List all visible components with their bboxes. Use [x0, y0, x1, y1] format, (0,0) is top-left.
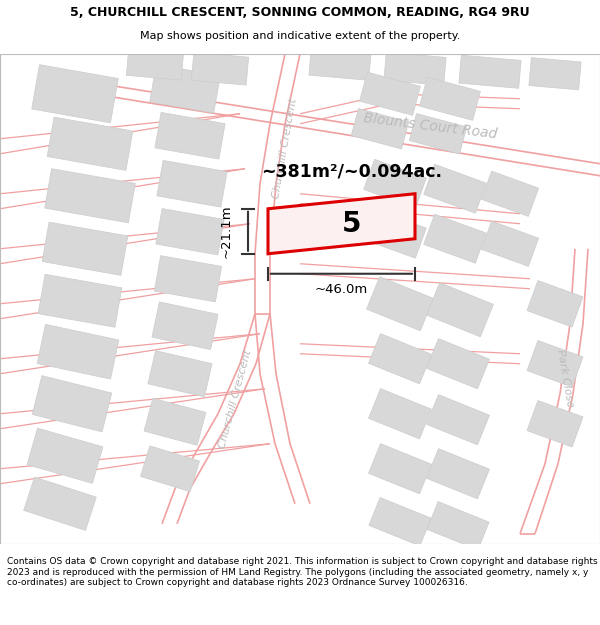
Polygon shape	[148, 351, 212, 397]
Polygon shape	[140, 446, 200, 492]
Polygon shape	[309, 48, 371, 80]
Polygon shape	[481, 221, 539, 266]
Polygon shape	[42, 222, 128, 276]
Polygon shape	[368, 444, 431, 494]
Polygon shape	[47, 117, 133, 171]
Polygon shape	[527, 281, 583, 327]
Polygon shape	[38, 274, 122, 328]
Text: Contains OS data © Crown copyright and database right 2021. This information is : Contains OS data © Crown copyright and d…	[7, 557, 598, 587]
Polygon shape	[424, 214, 487, 263]
Polygon shape	[427, 282, 493, 337]
Text: ~21.1m: ~21.1m	[220, 204, 233, 258]
Polygon shape	[364, 159, 427, 208]
Polygon shape	[23, 477, 97, 531]
Polygon shape	[529, 58, 581, 90]
Polygon shape	[149, 64, 220, 113]
Polygon shape	[268, 194, 415, 254]
Polygon shape	[419, 77, 481, 121]
Polygon shape	[156, 209, 224, 255]
Polygon shape	[351, 109, 409, 149]
Polygon shape	[152, 302, 218, 349]
Polygon shape	[368, 334, 431, 384]
Polygon shape	[424, 164, 487, 213]
Polygon shape	[427, 339, 490, 389]
Polygon shape	[409, 114, 467, 154]
Polygon shape	[459, 55, 521, 88]
Text: Map shows position and indicative extent of the property.: Map shows position and indicative extent…	[140, 31, 460, 41]
Polygon shape	[427, 501, 489, 550]
Polygon shape	[364, 209, 427, 258]
Polygon shape	[32, 64, 118, 123]
Polygon shape	[359, 72, 421, 116]
Text: ~381m²/~0.094ac.: ~381m²/~0.094ac.	[261, 162, 442, 181]
Polygon shape	[44, 169, 136, 223]
Polygon shape	[127, 48, 184, 80]
Text: Park Close: Park Close	[555, 349, 575, 408]
Polygon shape	[27, 428, 103, 483]
Polygon shape	[368, 389, 431, 439]
Text: 5: 5	[342, 210, 361, 238]
Polygon shape	[155, 112, 225, 159]
Text: Churchill Crescent: Churchill Crescent	[217, 348, 253, 449]
Polygon shape	[154, 256, 221, 302]
Text: ~46.0m: ~46.0m	[315, 283, 368, 296]
Polygon shape	[144, 398, 206, 445]
Polygon shape	[32, 376, 112, 432]
Polygon shape	[427, 394, 490, 445]
Polygon shape	[369, 498, 431, 546]
Text: Churchill Crescent: Churchill Crescent	[271, 98, 299, 200]
Polygon shape	[37, 324, 119, 379]
Polygon shape	[367, 277, 433, 331]
Polygon shape	[157, 161, 227, 207]
Polygon shape	[527, 341, 583, 387]
Polygon shape	[481, 171, 539, 216]
Polygon shape	[384, 52, 446, 85]
Text: 5, CHURCHILL CRESCENT, SONNING COMMON, READING, RG4 9RU: 5, CHURCHILL CRESCENT, SONNING COMMON, R…	[70, 6, 530, 19]
Text: Blounts Court Road: Blounts Court Road	[362, 111, 497, 141]
Polygon shape	[191, 52, 248, 85]
Polygon shape	[427, 449, 490, 499]
Polygon shape	[527, 401, 583, 447]
